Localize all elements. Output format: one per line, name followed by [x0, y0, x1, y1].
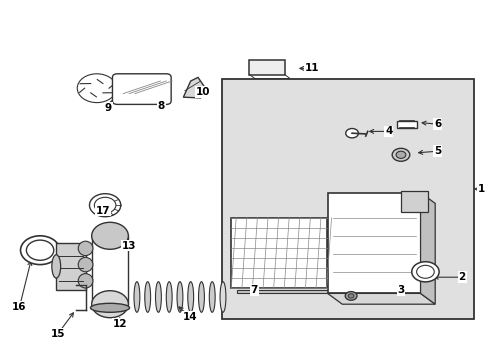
Bar	[249, 60, 284, 75]
Ellipse shape	[92, 222, 128, 249]
Circle shape	[26, 240, 54, 260]
Circle shape	[89, 194, 121, 217]
Ellipse shape	[90, 303, 129, 312]
Text: 15: 15	[50, 329, 65, 339]
Polygon shape	[183, 77, 205, 98]
Text: 4: 4	[384, 126, 392, 136]
Circle shape	[20, 236, 60, 265]
Circle shape	[94, 197, 116, 213]
Polygon shape	[327, 293, 434, 304]
Text: 6: 6	[433, 119, 440, 129]
Ellipse shape	[78, 274, 93, 288]
Text: 8: 8	[158, 101, 164, 111]
Bar	[231, 218, 326, 288]
Bar	[222, 79, 473, 319]
Ellipse shape	[134, 282, 140, 312]
Text: 9: 9	[105, 103, 112, 113]
Text: 16: 16	[12, 302, 27, 312]
Circle shape	[345, 129, 358, 138]
Text: 2: 2	[458, 272, 465, 282]
Circle shape	[395, 151, 405, 158]
Bar	[396, 121, 416, 128]
Circle shape	[347, 294, 353, 298]
Ellipse shape	[166, 282, 172, 312]
Ellipse shape	[209, 282, 215, 312]
Text: 13: 13	[121, 240, 136, 251]
Circle shape	[416, 265, 433, 278]
Ellipse shape	[187, 282, 193, 312]
Text: 17: 17	[95, 206, 110, 216]
Text: 1: 1	[477, 184, 484, 194]
Bar	[400, 191, 427, 212]
Text: 10: 10	[195, 87, 210, 97]
Text: 5: 5	[433, 146, 440, 156]
Ellipse shape	[220, 282, 225, 312]
Text: 3: 3	[397, 285, 404, 295]
Bar	[56, 243, 85, 290]
FancyBboxPatch shape	[112, 74, 171, 104]
Ellipse shape	[78, 257, 93, 272]
Text: 11: 11	[304, 63, 319, 73]
Ellipse shape	[198, 282, 204, 312]
Ellipse shape	[78, 241, 93, 256]
Ellipse shape	[177, 282, 183, 312]
Bar	[327, 193, 420, 293]
Polygon shape	[420, 193, 434, 304]
Circle shape	[411, 262, 438, 282]
Circle shape	[391, 148, 409, 161]
Text: 14: 14	[182, 312, 197, 322]
Ellipse shape	[144, 282, 150, 312]
Bar	[237, 290, 332, 293]
Text: 12: 12	[112, 319, 127, 329]
Ellipse shape	[52, 255, 61, 278]
Text: 7: 7	[250, 285, 258, 295]
Ellipse shape	[155, 282, 161, 312]
Circle shape	[345, 292, 356, 300]
Ellipse shape	[92, 291, 128, 318]
